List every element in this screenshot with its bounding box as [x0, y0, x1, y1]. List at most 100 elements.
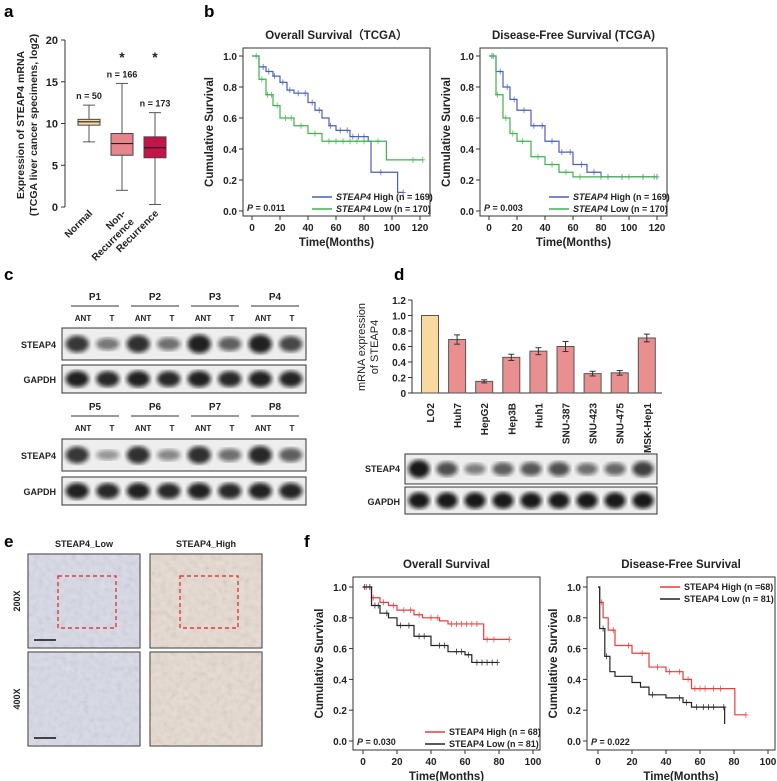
band	[65, 335, 89, 353]
censor-mark	[421, 633, 427, 640]
band	[576, 492, 598, 509]
x-tick-label: 0	[249, 223, 255, 234]
censor-mark	[454, 620, 459, 627]
survival-curve-0	[598, 586, 746, 716]
censor-mark	[465, 651, 471, 658]
censor-mark	[312, 130, 318, 137]
p-label: P	[484, 203, 491, 213]
x-tick-label: 80	[595, 223, 607, 234]
band	[187, 334, 211, 354]
censor-mark	[420, 156, 426, 163]
y-tick-label: 0.0	[460, 207, 474, 218]
censor-mark	[326, 138, 332, 145]
survival-curve-0	[489, 55, 657, 178]
band	[604, 462, 626, 476]
significance-star: *	[152, 49, 158, 65]
band	[157, 371, 181, 387]
y-tick-label: 0.6	[567, 645, 581, 656]
blot-label: STEAP4	[21, 451, 56, 461]
y-tick-label: 1.0	[567, 583, 581, 594]
censor-mark	[259, 76, 265, 83]
band	[632, 492, 654, 509]
category-label: LO2	[426, 403, 437, 423]
censor-mark	[298, 122, 304, 129]
legend-name: High (n = 169)	[371, 192, 433, 202]
censor-mark	[598, 173, 604, 180]
band	[218, 483, 242, 499]
band	[157, 337, 181, 351]
censor-mark	[416, 611, 422, 618]
x-tick-label: 20	[626, 757, 638, 768]
censor-mark	[649, 691, 655, 698]
censor-mark	[361, 138, 367, 145]
censor-mark	[410, 156, 416, 163]
censor-mark	[655, 664, 660, 671]
band	[248, 445, 272, 465]
x-tick-label: 120	[412, 223, 429, 234]
legend-entry: STEAP4 High (n = 68)	[449, 727, 541, 737]
lane-label-t: T	[290, 314, 295, 323]
band	[279, 336, 303, 352]
bar-SNU-423	[583, 373, 602, 394]
panel-label-d: d	[394, 265, 404, 284]
censor-mark	[344, 127, 350, 134]
survival-curve-1	[598, 586, 726, 725]
x-tick-label: 100	[760, 757, 777, 768]
censor-mark	[600, 625, 606, 632]
lane-label-ant: ANT	[195, 314, 212, 323]
y-tick-label: 0.6	[392, 343, 406, 354]
lane-label-t: T	[290, 424, 295, 433]
band	[157, 483, 181, 499]
censor-mark	[677, 668, 683, 675]
band	[492, 492, 514, 509]
tissue-texture	[150, 554, 262, 648]
censor-mark	[549, 161, 555, 168]
band	[548, 492, 570, 509]
patient-label: P2	[149, 292, 162, 303]
blot-gapdh	[404, 486, 658, 515]
y-tick-label: 1.0	[333, 583, 347, 594]
censor-mark	[375, 138, 381, 145]
censor-mark	[266, 68, 272, 75]
censor-mark	[503, 115, 509, 121]
censor-mark	[280, 79, 286, 86]
zoom-region-box	[57, 575, 117, 629]
band	[218, 448, 242, 462]
censor-mark	[350, 133, 356, 140]
patient-label: P4	[269, 292, 282, 303]
band	[408, 492, 430, 509]
lane-label-ant: ANT	[135, 314, 152, 323]
p-value-text: = 0.030	[363, 737, 396, 747]
blot-label: STEAP4	[365, 464, 400, 474]
censor-mark	[494, 91, 500, 98]
patient-label: P5	[89, 402, 102, 413]
band	[187, 482, 211, 500]
y-tick-label: 0.8	[333, 614, 347, 625]
censor-mark	[400, 189, 406, 196]
legend-name: High (n =68)	[719, 582, 773, 592]
band	[248, 370, 272, 388]
censor-mark	[683, 699, 689, 706]
censor-mark	[435, 614, 441, 621]
y-tick-label: 20	[46, 35, 58, 47]
censor-mark	[354, 138, 360, 145]
censor-mark	[610, 627, 616, 634]
chart-title: Overall Survival	[403, 559, 490, 571]
censor-mark	[510, 130, 516, 137]
censor-mark	[531, 122, 537, 129]
legend-name: High (n = 68)	[484, 727, 541, 737]
panel-label-c: c	[4, 265, 13, 284]
band	[464, 463, 486, 475]
band	[464, 492, 486, 509]
legend-gene: STEAP4	[449, 727, 484, 737]
x-tick-label: 40	[302, 223, 314, 234]
bar-LO2	[421, 315, 439, 394]
x-tick-label: 100	[384, 223, 401, 234]
lane-label-t: T	[110, 314, 115, 323]
category-label: HepG2	[480, 403, 491, 436]
censor-mark	[333, 138, 339, 145]
lane-label-t: T	[110, 424, 115, 433]
legend-entry: STEAP4 Low (n = 81)	[684, 594, 774, 604]
legend-gene: STEAP4	[573, 192, 608, 202]
